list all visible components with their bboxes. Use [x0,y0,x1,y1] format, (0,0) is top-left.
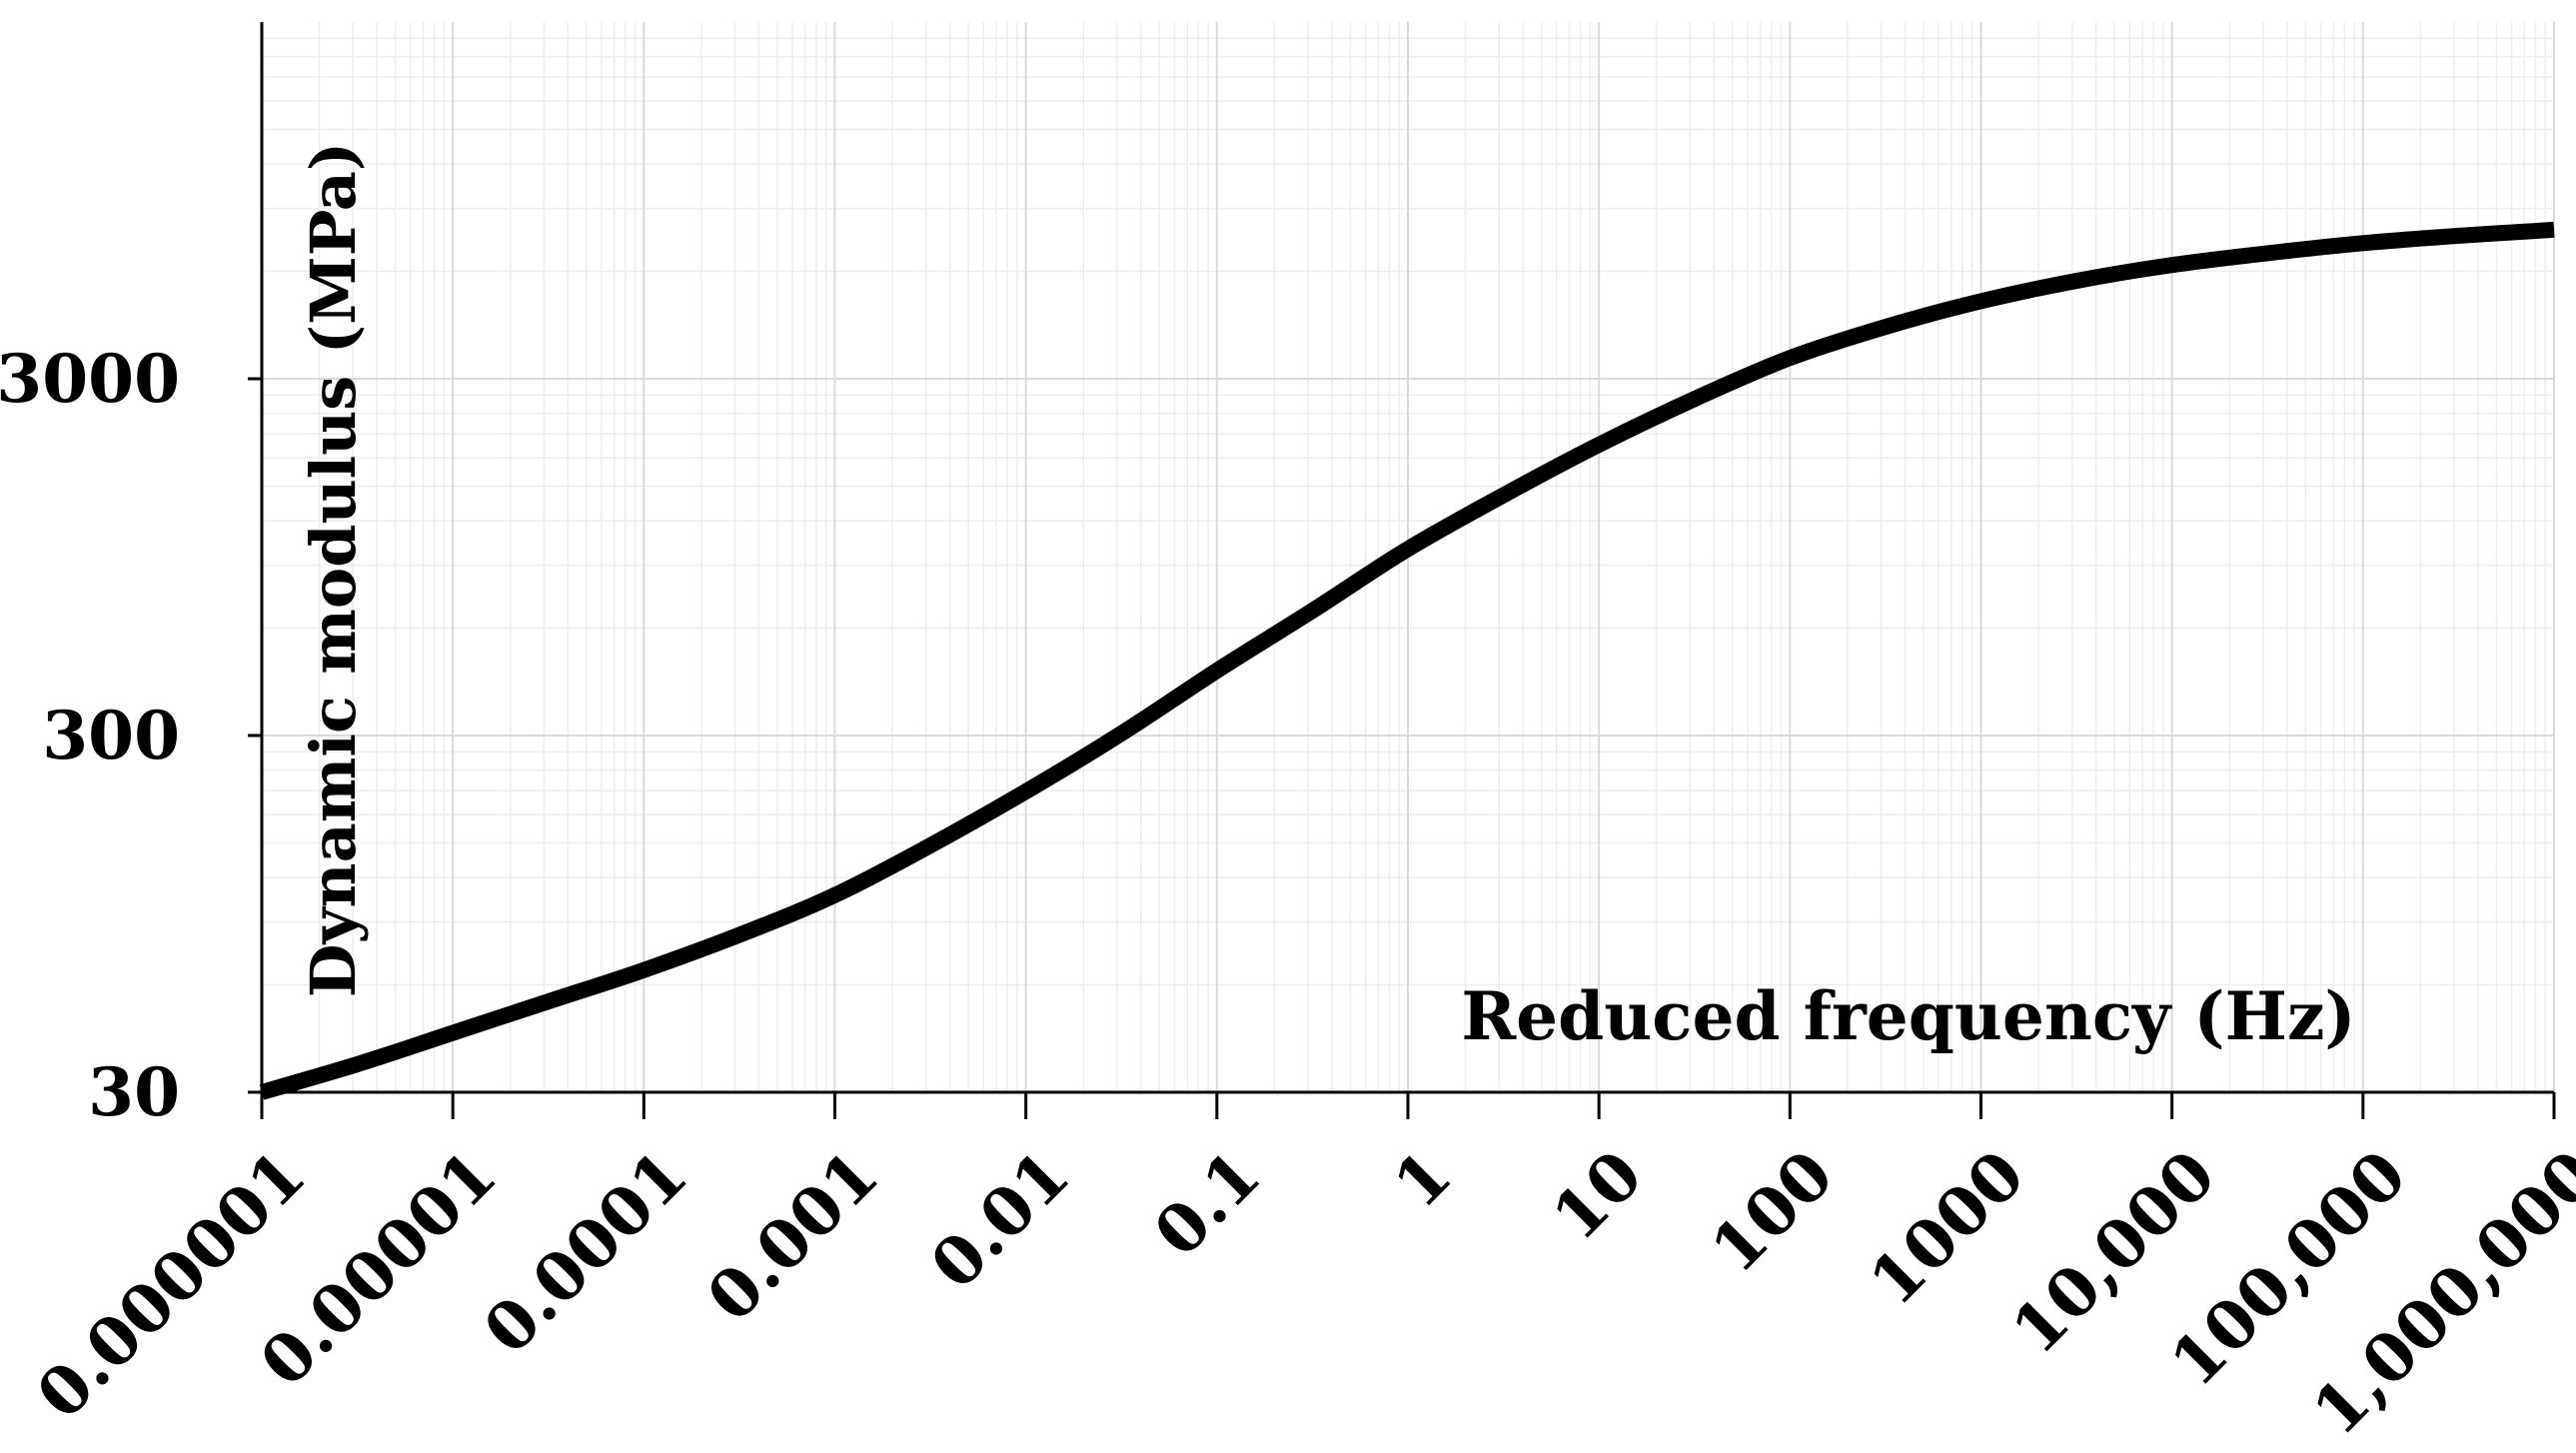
series-layer [259,221,2555,1100]
x-tick-label: 10 [1537,1135,1657,1255]
y-tick-label: 300 [42,697,180,774]
axes [248,22,2556,1119]
x-tick-label: 0.01 [915,1135,1084,1304]
x-tick-label: 0.1 [1139,1135,1275,1271]
x-tick-label: 0.0001 [469,1135,702,1369]
x-tick-label: 100 [1696,1135,1849,1288]
y-tick-labels: 30 300 3000 [0,340,180,1131]
x-axis-title: Reduced frequency (Hz) [1461,977,2355,1055]
y-axis-title: Dynamic modulus (MPa) [297,142,370,997]
x-tick-label: 0.001 [692,1135,893,1336]
y-tick-label: 3000 [0,340,180,418]
x-tick-label: 1000 [1855,1135,2039,1320]
y-tick-label: 30 [88,1053,180,1131]
x-tick-label: 1 [1379,1135,1467,1223]
x-tick-label: 0.000001 [22,1135,321,1434]
series-line [259,221,2555,1100]
major-gridlines [262,22,2555,1092]
